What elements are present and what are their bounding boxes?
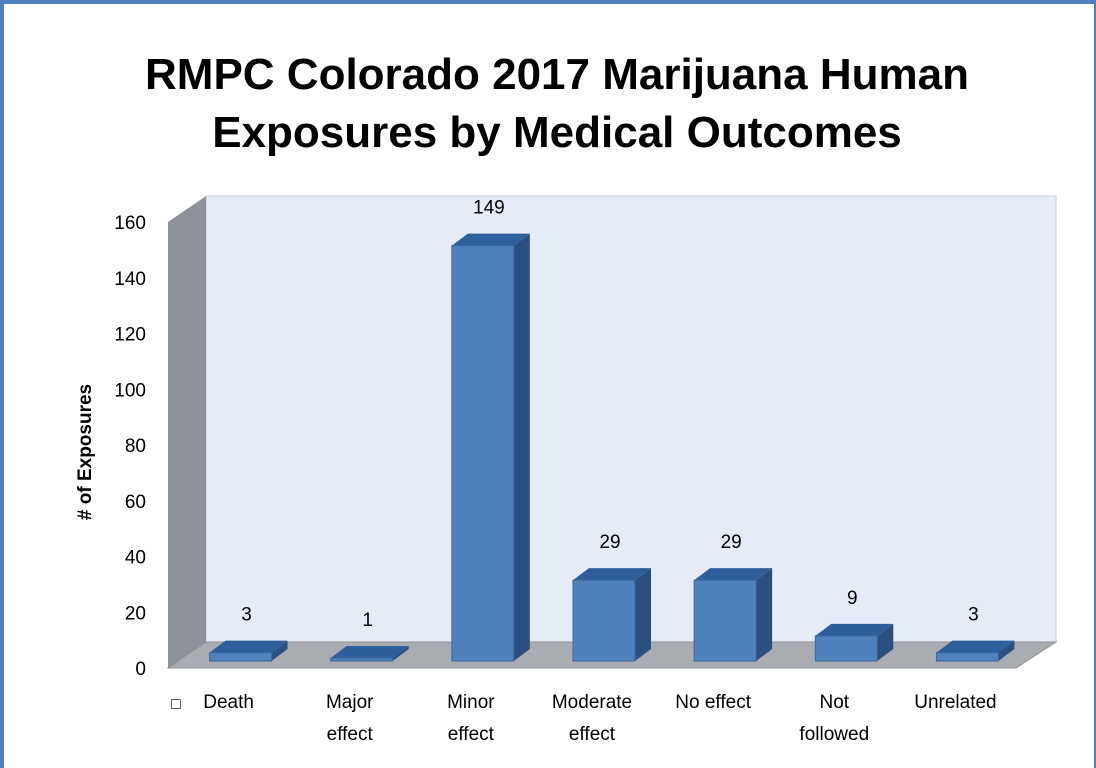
y-tick-label: 100 <box>114 380 146 401</box>
bar-front <box>572 579 636 662</box>
bar <box>209 640 288 662</box>
x-axis-categories: Death Major effect Minor effect Moderate effec… <box>171 692 997 745</box>
bar-top <box>573 568 651 581</box>
y-tick-label: 120 <box>114 325 146 346</box>
y-tick-label: 0 <box>135 659 146 680</box>
data-label: 149 <box>473 198 505 219</box>
bar-top <box>815 623 894 636</box>
category-label: Not followed <box>799 692 869 745</box>
chart-title: RMPC Colorado 2017 Marijuana Human Expos… <box>145 50 969 157</box>
bar-side <box>877 623 894 661</box>
bar-top <box>451 233 530 246</box>
bar-side <box>271 640 288 661</box>
data-label: 29 <box>599 532 620 553</box>
chart-side-wall <box>168 196 206 668</box>
bar-side <box>635 568 651 661</box>
category-label: Death <box>203 692 254 713</box>
bar-front <box>814 635 878 662</box>
y-tick-label: 20 <box>125 603 146 624</box>
bar-top <box>694 568 773 581</box>
bar-side <box>513 233 530 661</box>
bar-front <box>451 245 515 662</box>
data-label: 3 <box>241 605 252 626</box>
bar <box>451 233 530 662</box>
bar-series <box>209 233 1015 662</box>
y-tick-label: 160 <box>114 213 146 234</box>
category-label: Unrelated <box>914 692 996 713</box>
bar-top <box>936 640 1015 653</box>
data-label: 29 <box>721 532 742 553</box>
y-tick-label: 60 <box>125 492 146 513</box>
bar-side <box>392 646 409 661</box>
bar <box>814 623 894 662</box>
y-axis-ticks: 0 20 40 60 80 100 120 140 160 <box>114 213 146 680</box>
y-tick-label: 140 <box>114 269 146 290</box>
category-label: No effect <box>675 692 751 713</box>
bar <box>935 640 1015 662</box>
category-label: Major effect <box>326 692 374 745</box>
bar-side <box>756 568 773 661</box>
bar-front <box>209 652 273 662</box>
bar <box>693 568 773 662</box>
data-label: 1 <box>362 610 373 631</box>
data-label: 3 <box>968 605 979 626</box>
bar-front <box>935 652 999 662</box>
bar <box>572 568 651 662</box>
y-tick-label: 40 <box>125 548 146 569</box>
category-marker-glyph: □ <box>171 696 181 713</box>
bar-front <box>693 579 757 662</box>
category-label: Moderate effect <box>552 692 632 745</box>
bar-top <box>330 646 409 658</box>
bar-front <box>330 657 394 662</box>
y-tick-label: 80 <box>125 436 146 457</box>
bar-top <box>209 640 288 653</box>
data-labels: 3 1 149 29 29 9 3 <box>241 198 978 631</box>
category-label: Minor effect <box>447 692 495 745</box>
bar <box>330 646 409 662</box>
bar-side <box>998 640 1015 661</box>
data-label: 9 <box>847 588 858 609</box>
